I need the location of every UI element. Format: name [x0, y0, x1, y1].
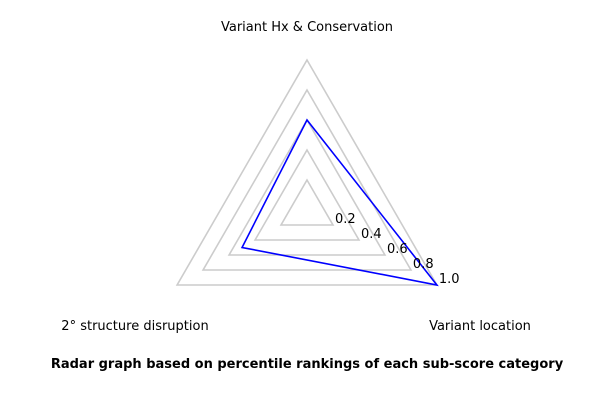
axis-label-2: Variant location	[429, 319, 531, 334]
tick-label-5: 1.0	[439, 272, 460, 287]
grid-ring-1	[279, 178, 335, 226]
chart-caption: Radar graph based on percentile rankings…	[50, 357, 564, 372]
grid-ring-2	[253, 148, 361, 241]
grid-ring-5	[175, 58, 439, 286]
axis-label-3: 2° structure disruption	[61, 319, 208, 334]
radar-grid	[175, 58, 439, 286]
tick-label-3: 0.6	[387, 242, 408, 257]
grid-ring-4	[201, 88, 413, 271]
tick-label-1: 0.2	[335, 212, 356, 227]
tick-label-2: 0.4	[361, 227, 382, 242]
radar-series	[240, 118, 439, 287]
axis-label-1: Variant Hx & Conservation	[221, 20, 393, 35]
axis-labels: Variant Hx & Conservation Variant locatio…	[61, 20, 531, 334]
tick-label-4: 0.8	[413, 257, 434, 272]
radial-tick-labels: 0.2 0.4 0.6 0.8 1.0	[335, 212, 460, 287]
series-line-1	[240, 118, 439, 287]
grid-ring-3	[227, 118, 387, 256]
